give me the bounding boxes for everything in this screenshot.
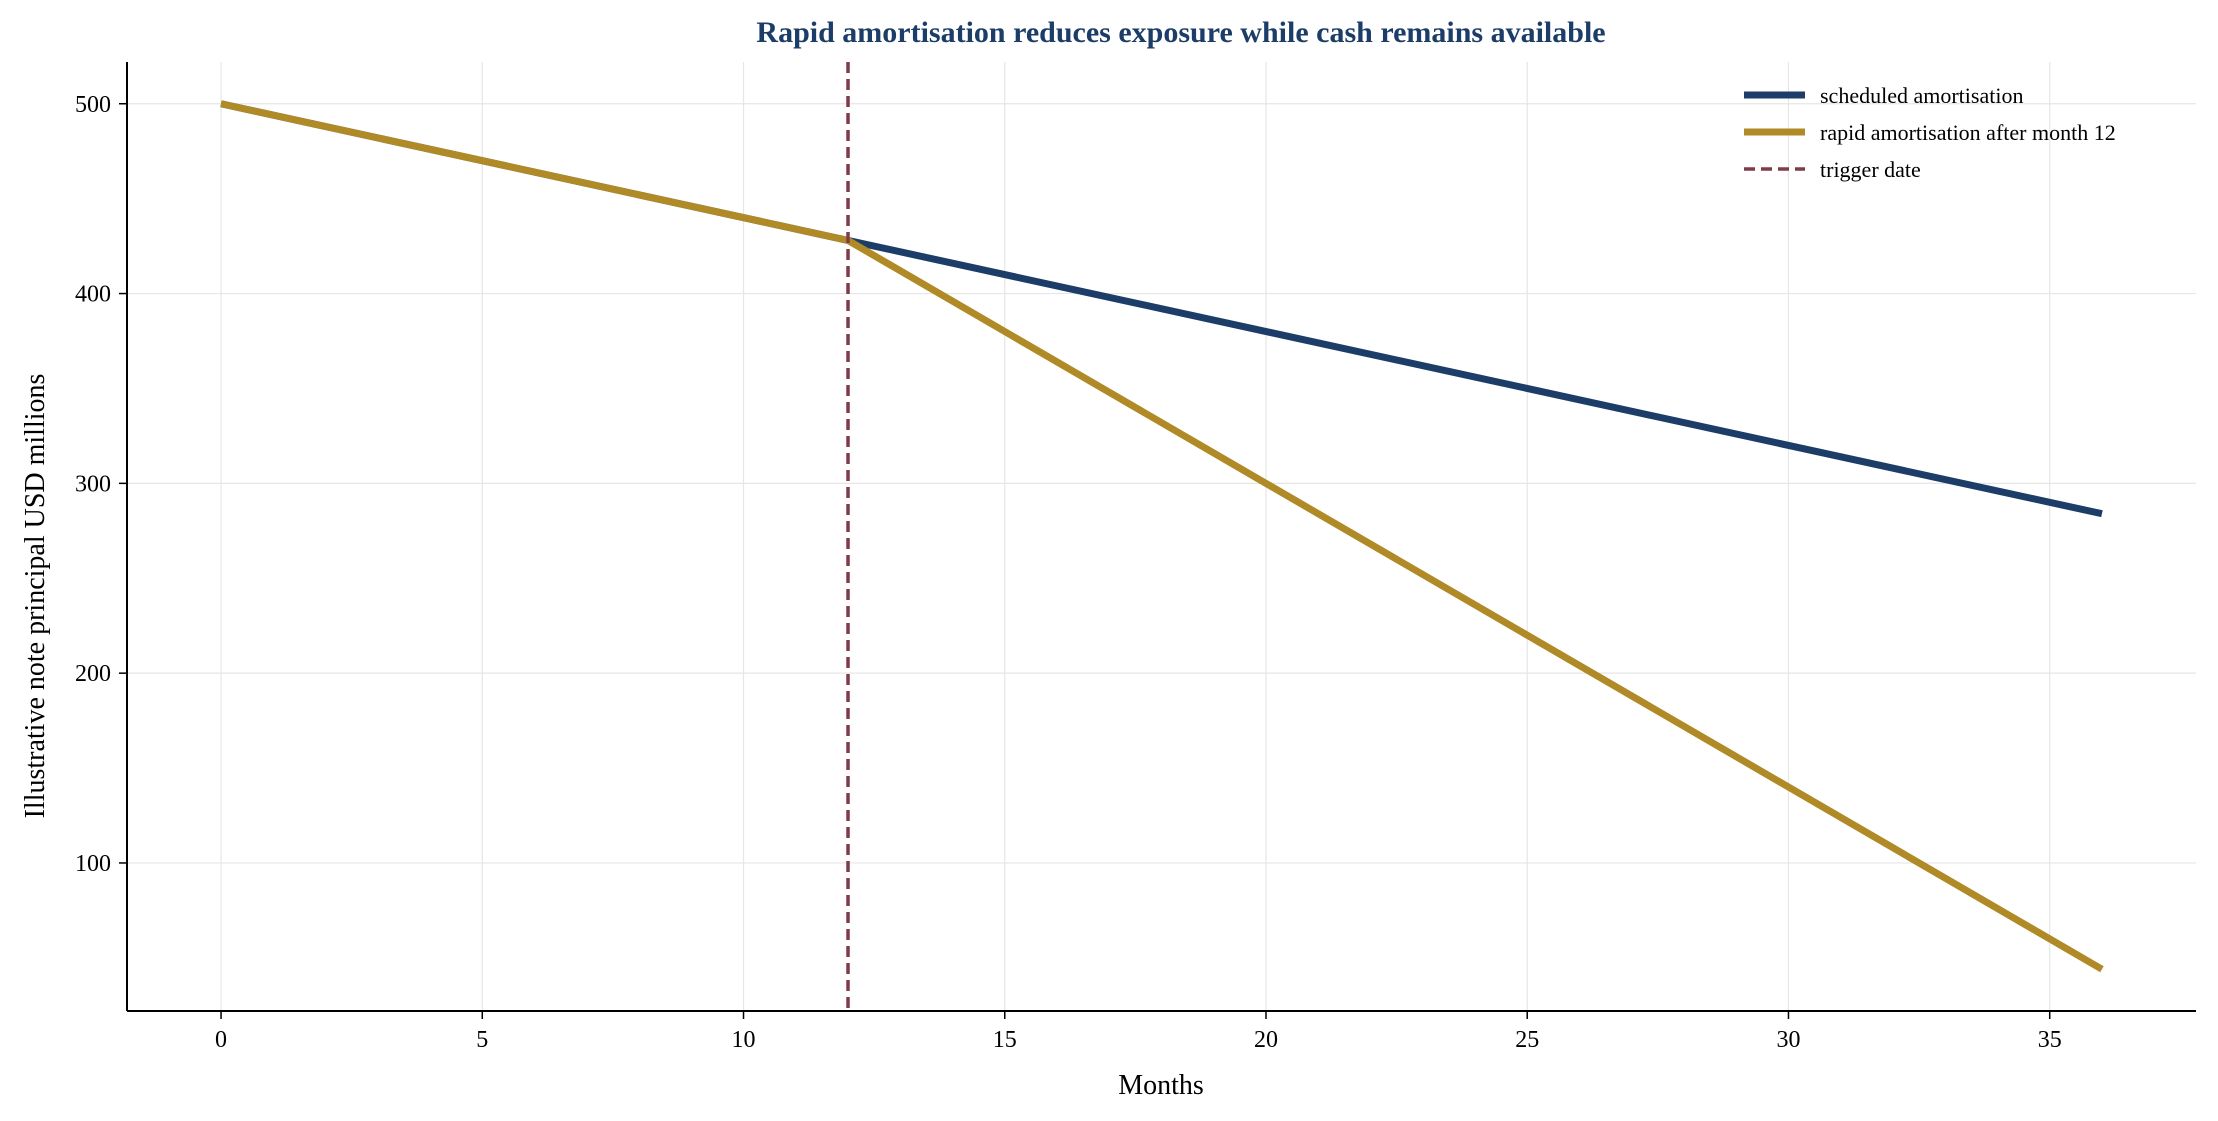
x-tick-label: 0 [215,1027,227,1053]
x-tick-label: 25 [1515,1027,1539,1053]
x-tick-label: 10 [732,1027,756,1053]
series-lines [220,62,2104,1011]
x-axis-title: Months [1118,1070,1204,1101]
axes [126,62,2196,1012]
legend-label: trigger date [1820,157,1921,182]
legend-label: scheduled amortisation [1820,83,2023,108]
y-tick-label: 300 [75,471,111,497]
y-axis-title: Illustrative note principal USD millions [20,374,51,819]
x-tick-label: 5 [476,1027,488,1053]
tick-labels: 0 5 10 15 20 25 30 35 100 200 300 400 500 [75,92,2062,1053]
x-tick-label: 35 [2038,1027,2062,1053]
series-line-2 [220,100,2104,973]
y-tick-label: 500 [75,92,111,118]
x-tick-label: 15 [993,1027,1017,1053]
x-tick-label: 20 [1254,1027,1278,1053]
x-tick-label: 30 [1776,1027,1800,1053]
y-tick-label: 400 [75,282,111,308]
chart-title: Rapid amortisation reduces exposure whil… [756,16,1605,49]
legend-label: rapid amortisation after month 12 [1820,120,2116,145]
y-tick-label: 100 [75,851,111,877]
grid-lines [127,62,2196,1011]
legend: scheduled amortisation rapid amortisation… [1744,83,2116,182]
y-tick-label: 200 [75,661,111,687]
